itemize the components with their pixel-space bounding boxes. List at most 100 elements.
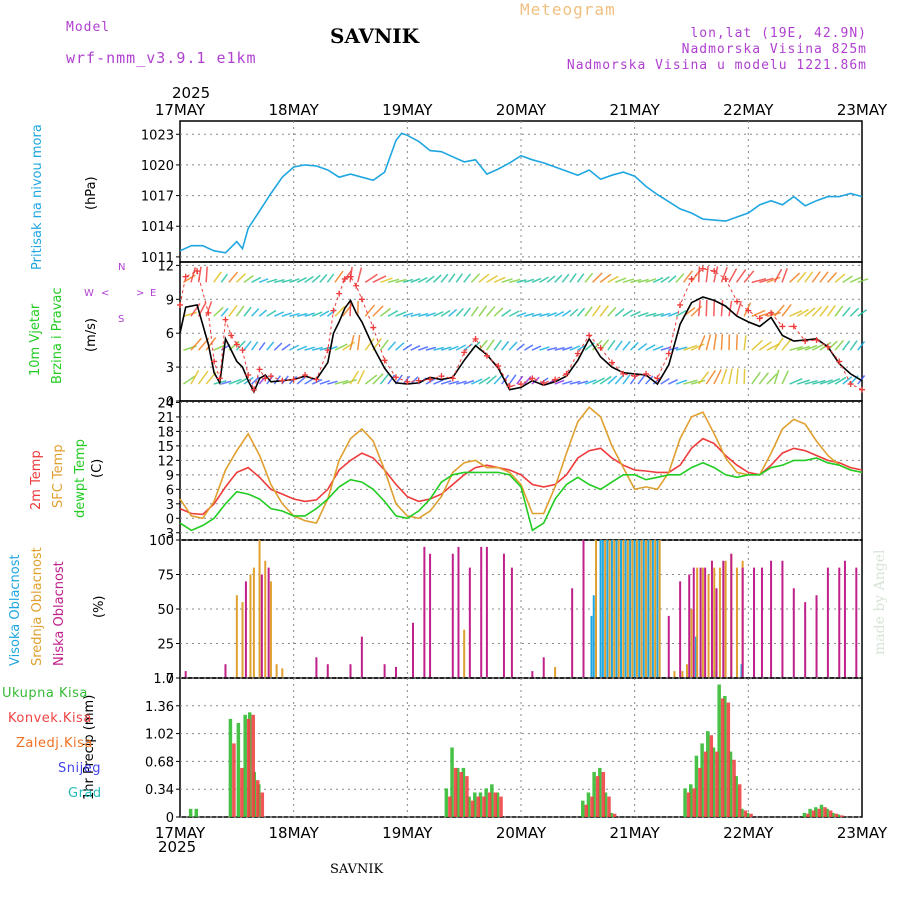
wind-arrow — [356, 267, 363, 283]
wind-arrow — [183, 311, 197, 317]
wind-arrow — [478, 376, 491, 385]
wind-arrow — [804, 344, 818, 351]
precip-bar — [251, 714, 255, 817]
wind-arrow — [258, 341, 266, 351]
wind-arrow — [758, 341, 772, 351]
wind-arrow — [243, 340, 252, 351]
wind-arrow — [417, 276, 428, 284]
wind-arrow — [410, 277, 421, 284]
wind-arrow — [289, 278, 300, 284]
wind-arrow — [516, 312, 527, 317]
year-top: 2025 — [172, 84, 211, 102]
wind-arrow — [637, 342, 648, 351]
wind-arrow — [857, 309, 868, 317]
wind-arrow — [334, 305, 346, 317]
wind-arrow — [379, 307, 392, 317]
wind-arrow — [637, 278, 649, 284]
gust-marker — [540, 379, 547, 386]
wind-arrow — [418, 312, 429, 317]
wind-arrow — [296, 376, 306, 385]
wind-arrow — [561, 309, 572, 317]
legend-snow: Snijeg — [58, 761, 101, 776]
gust-marker — [239, 347, 246, 354]
compass-west: W — [84, 288, 95, 299]
wind-arrow — [781, 268, 788, 283]
temp-sfc-label: SFC Temp — [51, 444, 66, 508]
gust-marker — [518, 381, 524, 388]
wind-arrow — [402, 343, 413, 351]
wind-arrow — [387, 278, 400, 284]
gust-marker — [506, 383, 513, 390]
wind-arrow — [576, 307, 586, 317]
wind-arrow — [690, 270, 701, 283]
wind-arrow — [773, 337, 784, 351]
y-tick-label: 21 — [157, 411, 174, 426]
wind-arrow — [228, 305, 238, 317]
compass-arrow-left: < — [101, 288, 110, 299]
wind-arrow — [493, 374, 503, 385]
wind-arrow — [789, 377, 803, 385]
gust-marker — [262, 375, 269, 382]
precip-bar — [819, 804, 824, 817]
precip-bar — [493, 792, 498, 817]
precip-bar — [461, 767, 466, 817]
wind-arrow — [629, 341, 639, 351]
precip-bar — [734, 776, 738, 817]
wind-arrow — [645, 375, 654, 385]
precip-bar — [726, 702, 731, 817]
wind-arrow — [274, 311, 285, 317]
wind-arrow — [705, 299, 708, 317]
gust-marker — [699, 265, 706, 272]
wind-arrow — [796, 271, 807, 283]
gust-marker — [341, 275, 348, 282]
y-tick-label: 0 — [166, 395, 174, 410]
precip-bar — [732, 759, 736, 817]
model-label: Model — [66, 20, 111, 35]
wind-arrow — [554, 311, 565, 317]
precip-bar — [720, 698, 725, 817]
wind-arrow — [190, 302, 201, 317]
precip-bar — [831, 812, 835, 817]
wind-arrow — [728, 268, 738, 283]
wind-arrow — [842, 340, 851, 351]
gust-marker — [330, 307, 337, 314]
wind-arrow — [592, 377, 605, 385]
wind-arrow — [319, 380, 331, 385]
precip-bar — [806, 813, 810, 817]
gust-marker — [768, 309, 775, 316]
wind-arrow — [569, 273, 577, 283]
wind-arrow — [395, 342, 405, 351]
precip-bar — [745, 812, 750, 817]
wind-arrow — [364, 273, 378, 283]
gust-marker — [228, 332, 235, 339]
wind-arrow — [554, 274, 563, 283]
wind-arrow — [675, 273, 685, 283]
gust-marker — [233, 341, 240, 348]
precip-bar — [715, 751, 719, 817]
wind-arrow — [387, 374, 396, 385]
precip-bar — [700, 743, 704, 817]
wind-arrow — [735, 368, 739, 385]
gust-marker — [620, 370, 627, 377]
precip-bar — [194, 808, 199, 817]
gust-marker — [438, 373, 445, 380]
wind-arrow — [705, 334, 712, 351]
wind-arrow — [432, 274, 442, 283]
date-label-bottom: 17MAY — [155, 824, 206, 842]
wind-arrow — [592, 304, 602, 317]
wind-arrow — [380, 277, 393, 284]
wind-arrow — [751, 371, 761, 385]
wind-arrow — [296, 345, 308, 351]
wind-arrow — [614, 340, 623, 351]
wind-arrow — [622, 374, 631, 385]
wind-arrow — [758, 372, 770, 385]
wind-arrow — [221, 380, 232, 385]
wind-arrow — [804, 271, 814, 283]
wind-arrow — [842, 306, 851, 317]
gust-marker — [427, 376, 434, 383]
wind-arrow — [607, 375, 618, 385]
wind-arrow — [531, 277, 542, 284]
model-name: wrf-nmm_v3.9.1 e1km — [66, 49, 257, 67]
precip-bar — [834, 813, 839, 817]
wind-arrow — [834, 376, 847, 385]
